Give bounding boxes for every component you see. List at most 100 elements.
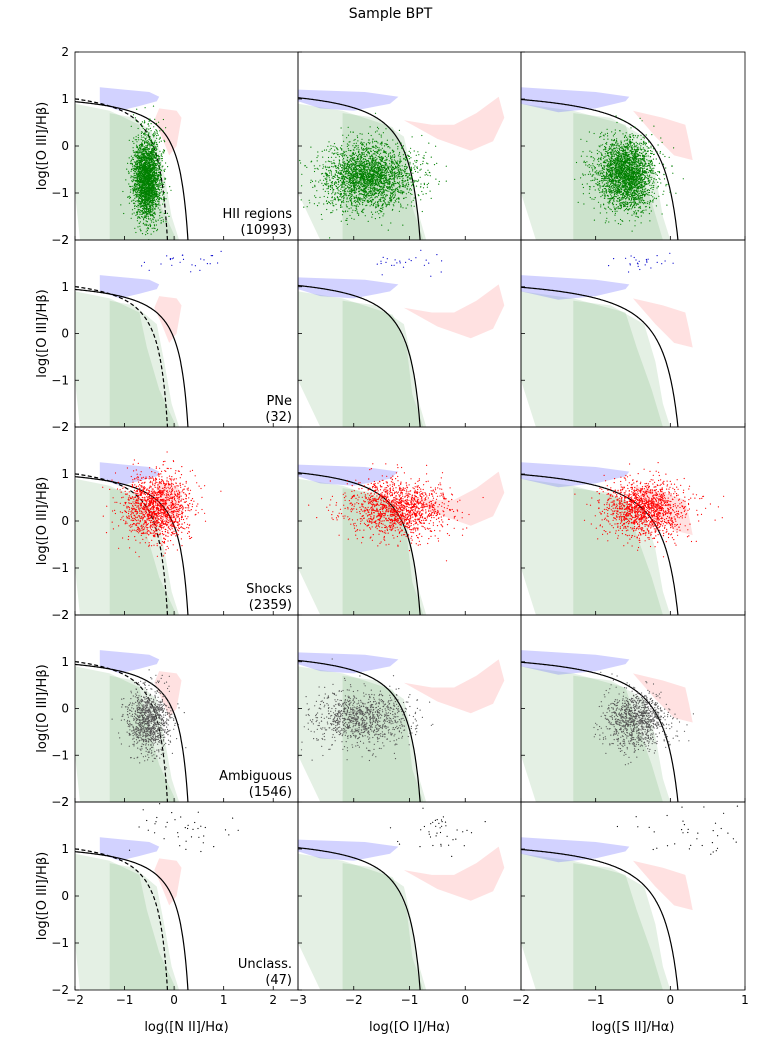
data-point [138, 198, 140, 200]
data-point [351, 202, 353, 204]
data-point [378, 184, 380, 186]
data-point [402, 154, 404, 156]
data-point [374, 151, 376, 153]
data-point [152, 159, 154, 161]
data-point [157, 187, 159, 189]
data-point [355, 154, 357, 156]
data-point [150, 159, 152, 161]
data-point [141, 213, 143, 215]
data-point [391, 173, 393, 175]
data-point [347, 166, 349, 168]
data-point [148, 153, 150, 155]
data-point [159, 169, 161, 171]
data-point [350, 165, 352, 167]
data-point [137, 151, 139, 153]
data-point [154, 154, 156, 156]
data-point [347, 126, 349, 128]
data-point [156, 180, 158, 182]
data-point [386, 139, 388, 141]
data-point [349, 214, 351, 217]
data-point [376, 162, 378, 164]
data-point [386, 157, 388, 159]
data-point [340, 172, 342, 174]
data-point [364, 164, 366, 166]
data-point [140, 194, 142, 196]
data-point [375, 189, 377, 191]
data-point [361, 144, 363, 146]
data-point [371, 140, 374, 142]
data-point [362, 178, 364, 180]
data-point [137, 183, 139, 185]
data-point [149, 159, 151, 161]
data-point [413, 150, 415, 152]
data-point [352, 176, 354, 178]
data-point [151, 208, 153, 210]
data-point [145, 234, 147, 236]
data-point [373, 168, 375, 170]
data-point [153, 173, 156, 175]
kewley-curve [75, 101, 189, 240]
data-point [332, 191, 334, 193]
data-point [331, 165, 333, 168]
data-point [356, 172, 359, 174]
data-point [155, 205, 157, 207]
data-point [349, 179, 351, 181]
data-point [145, 215, 147, 217]
data-point [380, 164, 382, 166]
data-point [375, 182, 377, 184]
data-point [395, 166, 397, 168]
data-point [325, 149, 328, 151]
data-point [143, 183, 145, 185]
data-point [385, 203, 387, 205]
data-point [156, 168, 158, 170]
data-point [149, 120, 151, 122]
data-point [366, 146, 368, 148]
data-point [144, 156, 146, 159]
data-point [154, 192, 156, 194]
data-point [155, 122, 158, 125]
data-point [413, 186, 415, 188]
data-point [148, 211, 150, 214]
data-point [401, 165, 403, 167]
data-point [310, 179, 312, 181]
data-point [342, 180, 344, 182]
data-point [371, 167, 373, 169]
data-point [414, 165, 416, 167]
data-point [337, 176, 339, 178]
data-point [381, 147, 383, 149]
data-point [151, 181, 153, 183]
data-point [341, 214, 344, 216]
data-point [369, 197, 372, 199]
data-point [334, 194, 336, 196]
data-point [139, 188, 141, 190]
data-point [141, 144, 143, 146]
data-point [339, 171, 341, 173]
data-point [387, 146, 389, 148]
data-point [149, 218, 152, 220]
data-point [349, 199, 351, 201]
data-point [363, 208, 365, 210]
data-point [138, 177, 140, 179]
data-point [155, 219, 157, 221]
data-point [327, 175, 329, 177]
data-point [127, 162, 129, 164]
data-point [355, 206, 357, 208]
data-point [343, 155, 345, 157]
data-point [153, 169, 155, 171]
panel-1-1 [75, 87, 189, 240]
data-point [146, 160, 148, 162]
data-point [156, 129, 158, 132]
data-point [154, 118, 156, 120]
data-point [397, 148, 399, 150]
data-point [337, 172, 339, 174]
data-point [349, 172, 351, 174]
data-point [358, 149, 360, 151]
data-point [375, 164, 377, 166]
data-point [384, 197, 386, 199]
data-point [159, 162, 161, 164]
data-point [404, 152, 406, 154]
data-point [152, 166, 154, 168]
data-point [333, 183, 335, 186]
data-point [356, 211, 358, 213]
data-point [333, 152, 335, 154]
